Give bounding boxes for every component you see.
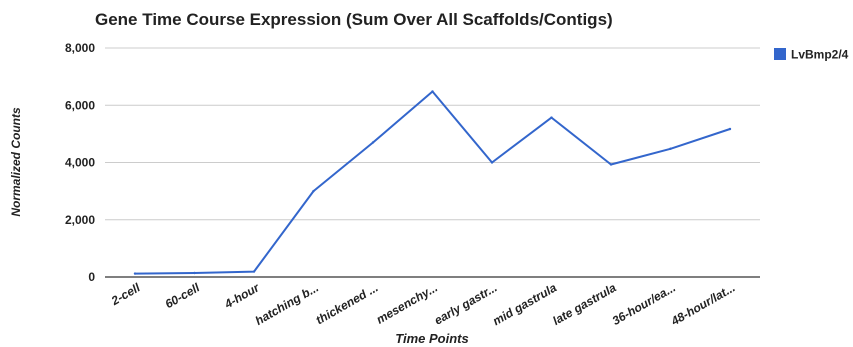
y-axis-tick-labels: 0 2,000 4,000 6,000 8,000 <box>65 41 95 284</box>
x-tick-label: early gastr... <box>432 280 500 327</box>
x-tick-label: mid gastrula <box>490 280 559 328</box>
data-point <box>550 116 553 119</box>
legend: LvBmp2/4 <box>774 48 849 62</box>
x-tick-label: 48-hour/lat... <box>668 280 738 328</box>
data-point <box>728 127 732 131</box>
data-point <box>193 271 196 275</box>
x-tick-label: late gastrula <box>550 280 619 328</box>
y-axis-label: Normalized Counts <box>9 107 23 217</box>
grid-lines <box>105 47 760 278</box>
data-point <box>371 141 375 144</box>
data-point <box>490 161 494 164</box>
data-point <box>312 189 315 193</box>
x-tick-label: 2-cell <box>108 280 143 308</box>
y-tick-label: 6,000 <box>65 98 95 112</box>
chart-title: Gene Time Course Expression (Sum Over Al… <box>95 10 613 29</box>
series-layer <box>133 90 732 275</box>
x-tick-label: mesenchy... <box>374 280 440 326</box>
data-point <box>669 147 672 150</box>
x-tick-label: 4-hour <box>221 280 262 312</box>
legend-entry-label: LvBmp2/4 <box>791 48 849 62</box>
x-tick-label: 60-cell <box>163 280 203 311</box>
data-point <box>133 272 137 275</box>
x-axis-label: Time Points <box>395 331 468 346</box>
y-tick-label: 8,000 <box>65 41 95 55</box>
data-point <box>609 163 613 166</box>
y-tick-label: 2,000 <box>65 213 95 227</box>
series-line <box>134 90 731 275</box>
x-tick-label: 36-hour/ea... <box>610 280 678 327</box>
y-tick-label: 0 <box>88 270 95 284</box>
data-point <box>252 270 256 273</box>
x-tick-label: thickened ... <box>313 280 380 327</box>
x-tick-label: hatching b... <box>253 280 321 327</box>
data-point <box>431 90 434 93</box>
legend-swatch <box>774 48 786 60</box>
y-tick-label: 4,000 <box>65 156 95 170</box>
